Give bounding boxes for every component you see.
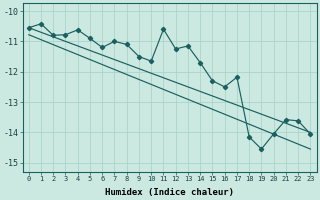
X-axis label: Humidex (Indice chaleur): Humidex (Indice chaleur) (105, 188, 234, 197)
